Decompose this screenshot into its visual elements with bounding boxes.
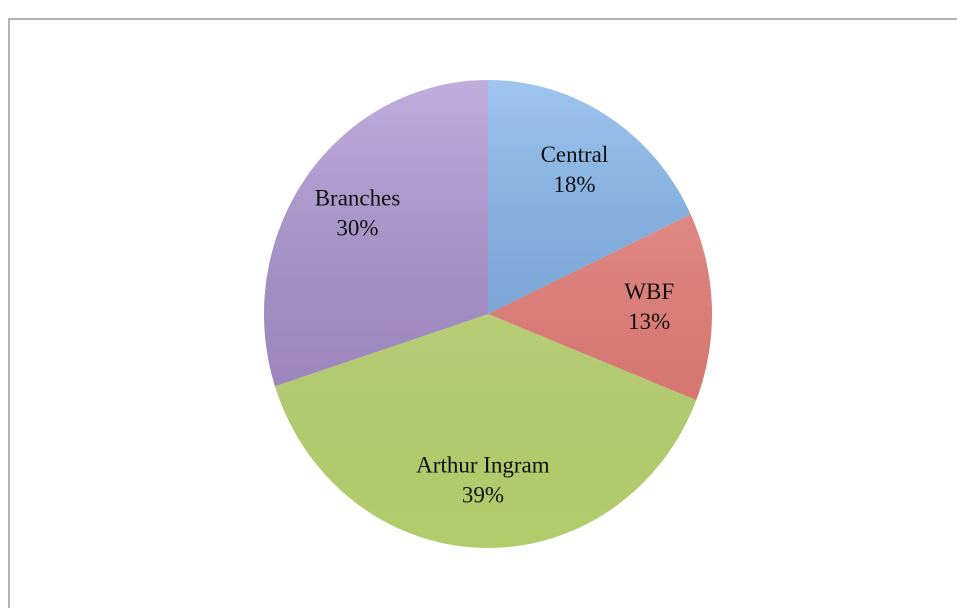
frame (8, 18, 957, 608)
slice-label: Central (541, 142, 609, 167)
slice-value-label: 30% (336, 215, 378, 240)
slice-value-label: 18% (553, 172, 595, 197)
slice-value-label: 13% (628, 309, 670, 334)
slice-label: Branches (315, 185, 401, 210)
slice-label: WBF (624, 279, 674, 304)
slice-value-label: 39% (462, 483, 504, 508)
slice-label: Arthur Ingram (416, 453, 550, 478)
